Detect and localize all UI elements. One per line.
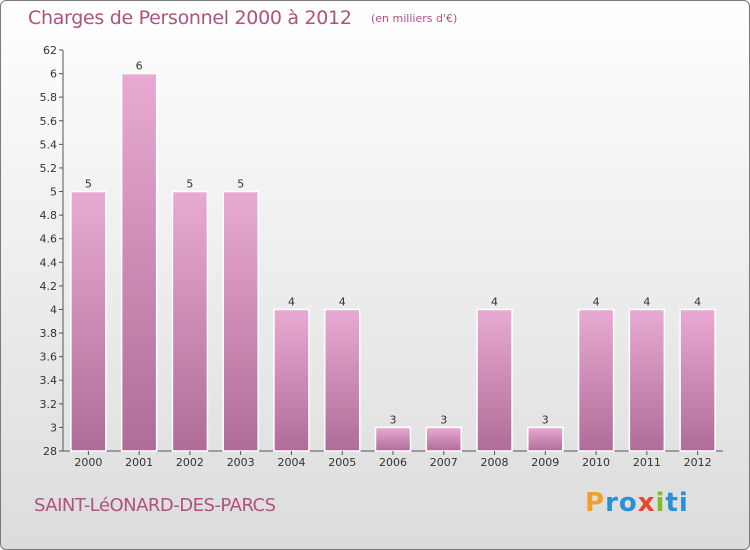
bar [425, 426, 463, 452]
x-tick-label: 2009 [531, 456, 559, 469]
x-tick-label: 2003 [227, 456, 255, 469]
y-tick-label: 3.6 [40, 351, 58, 364]
x-tick-label: 2008 [481, 456, 509, 469]
bar [577, 308, 615, 452]
y-tick-label: 3.4 [40, 374, 58, 387]
bar [323, 308, 361, 452]
x-tick-label: 2007 [430, 456, 458, 469]
data-label: 6 [136, 60, 143, 73]
x-tick-label: 2012 [684, 456, 712, 469]
proxiti-logo: Proxiti [585, 488, 689, 518]
y-tick-label: 5 [50, 186, 57, 199]
x-tick-label: 2011 [633, 456, 661, 469]
y-tick-label: 4.6 [40, 233, 58, 246]
y-tick-label: 5.4 [40, 138, 58, 151]
bar [628, 308, 666, 452]
data-label: 3 [542, 413, 549, 426]
y-tick-label: 4.2 [40, 280, 58, 293]
place-name: SAINT-LéONARD-DES-PARCS [34, 495, 276, 516]
chart-title: Charges de Personnel 2000 à 2012 [28, 7, 352, 29]
bar [374, 426, 412, 452]
y-tick-label: 28 [43, 445, 57, 458]
x-tick-label: 2005 [328, 456, 356, 469]
y-tick-label: 62 [43, 44, 57, 57]
x-tick-label: 2001 [125, 456, 153, 469]
data-label: 4 [288, 295, 295, 308]
bar [476, 308, 513, 452]
data-label: 3 [440, 413, 447, 426]
x-tick-label: 2004 [277, 456, 305, 469]
data-label: 3 [390, 413, 397, 426]
y-tick-label: 4.8 [40, 209, 58, 222]
data-label: 5 [237, 178, 244, 191]
y-tick-label: 6 [50, 68, 57, 81]
data-label: 5 [85, 178, 92, 191]
y-tick-label: 5.2 [40, 162, 58, 175]
bar [273, 308, 310, 452]
bar [70, 190, 107, 452]
y-tick-label: 3.8 [40, 327, 58, 340]
x-tick-label: 2010 [582, 456, 610, 469]
y-tick-label: 3.2 [40, 398, 58, 411]
y-tick-label: 3 [50, 421, 57, 434]
y-tick-label: 5.6 [40, 115, 58, 128]
data-label: 4 [491, 295, 498, 308]
data-label: 4 [593, 295, 600, 308]
y-tick-label: 5.8 [40, 91, 58, 104]
bar [222, 190, 259, 452]
y-tick-label: 4.4 [40, 256, 58, 269]
bar [120, 72, 158, 452]
y-tick-label: 4 [50, 303, 57, 316]
chart-subtitle: (en milliers d'€) [371, 12, 458, 25]
data-label: 5 [186, 178, 193, 191]
bar [171, 190, 209, 452]
x-tick-label: 2006 [379, 456, 407, 469]
bar [679, 308, 716, 452]
bar [527, 426, 564, 452]
x-tick-label: 2000 [74, 456, 102, 469]
data-label: 4 [339, 295, 346, 308]
x-tick-label: 2002 [176, 456, 204, 469]
data-label: 4 [694, 295, 701, 308]
data-label: 4 [643, 295, 650, 308]
